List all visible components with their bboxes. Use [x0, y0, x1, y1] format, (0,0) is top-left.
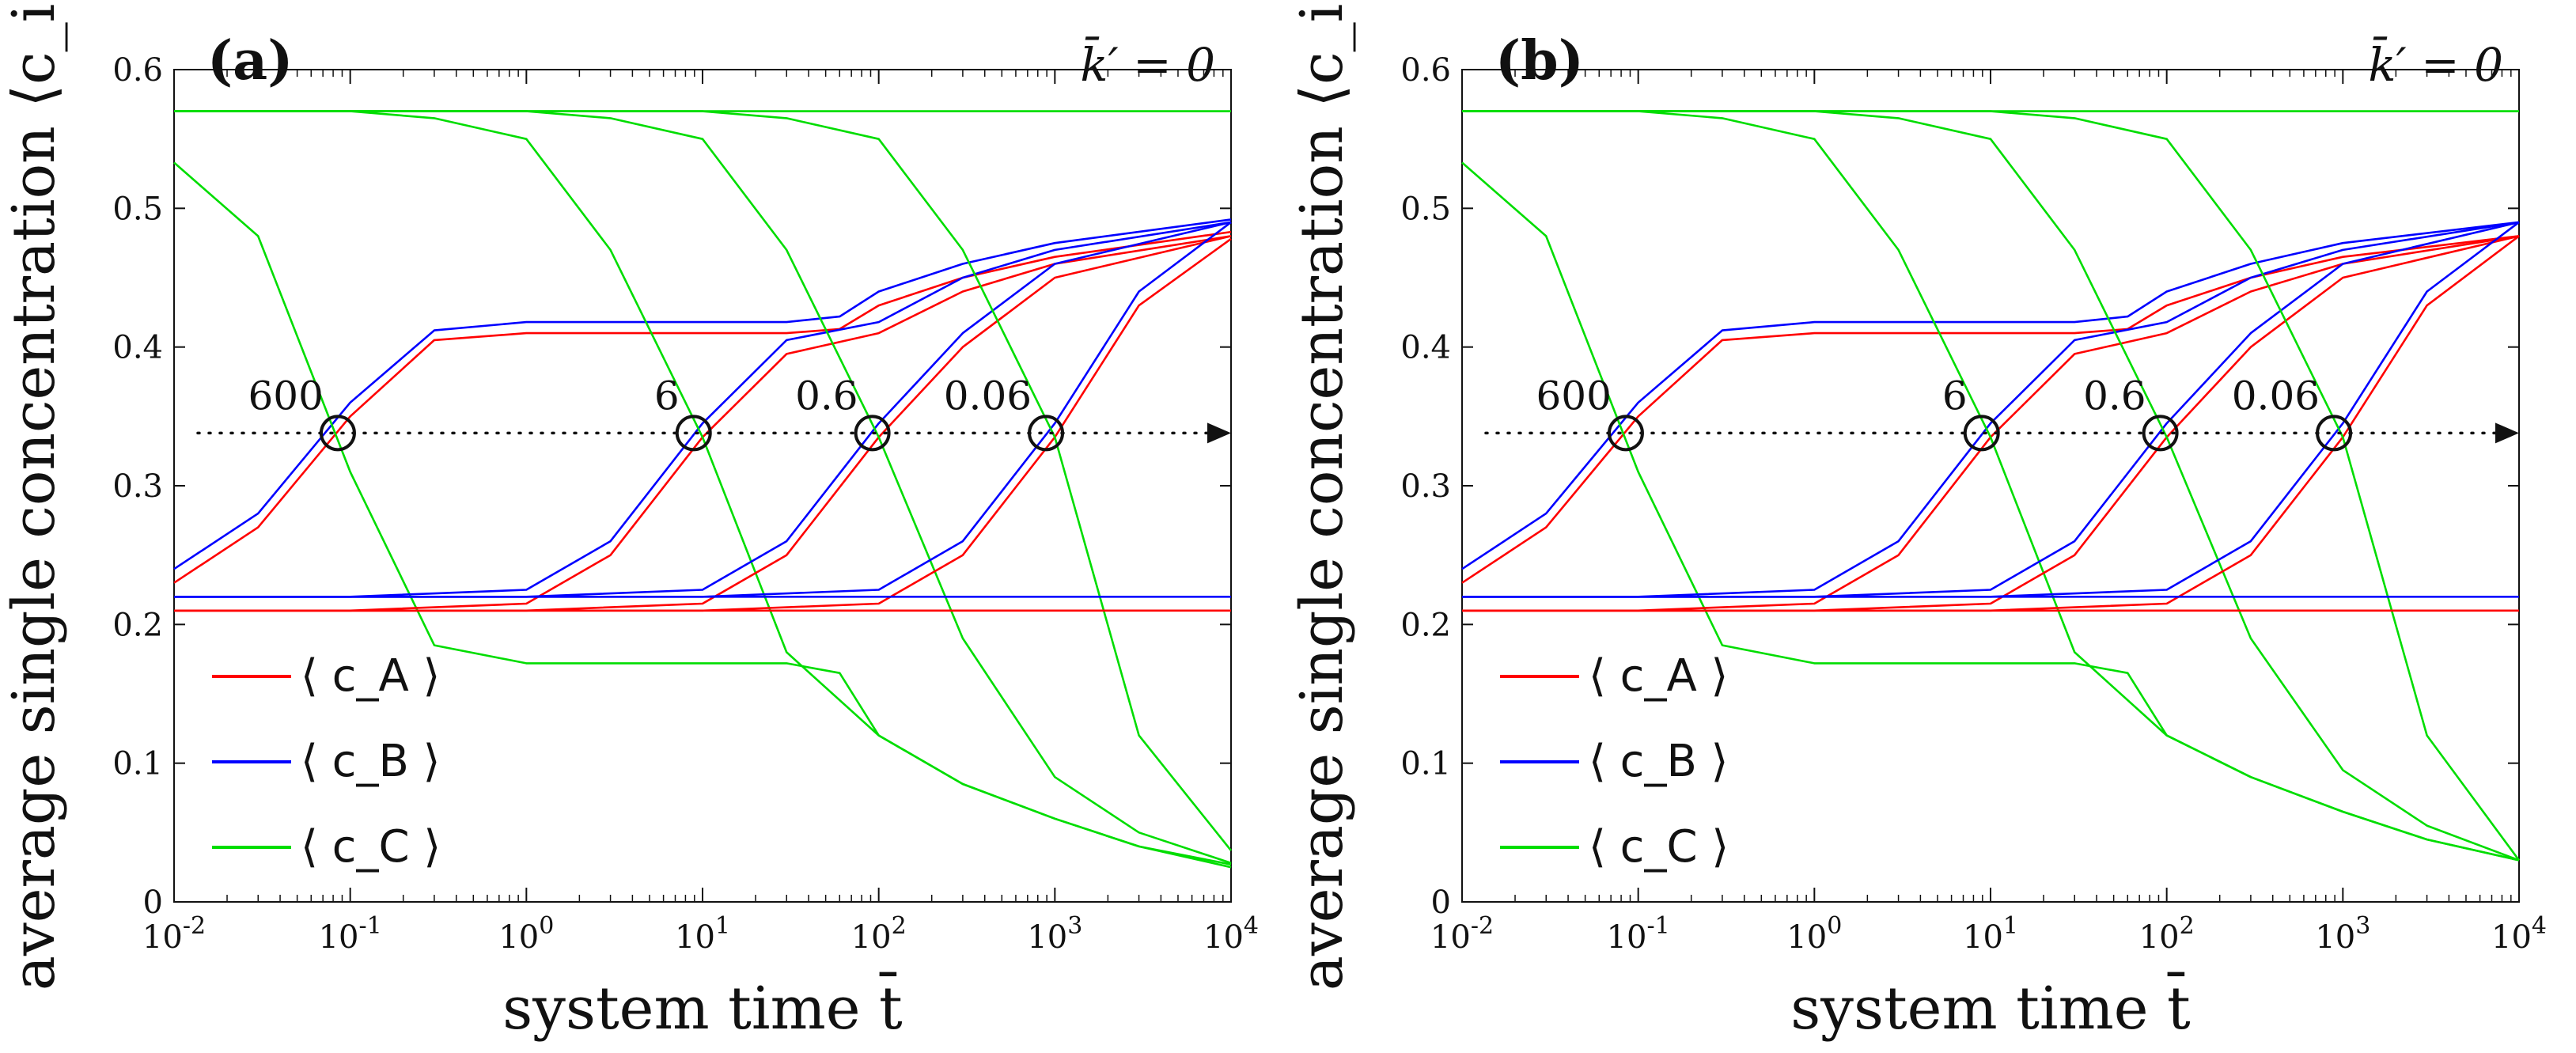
x-tick-label: 103 — [1027, 912, 1082, 956]
x-tick-label: 100 — [1786, 912, 1842, 956]
x-tick-label: 100 — [498, 912, 554, 956]
series-line-cc-run-0-6 — [174, 110, 1232, 865]
series-line-cc-run-6 — [174, 110, 1232, 866]
series-line-cb-run-0-6 — [174, 221, 1232, 598]
crossing-label: 0.6 — [795, 373, 858, 419]
crossing-label: 600 — [248, 373, 324, 419]
chart-a-svg: 0 0.1 0.2 0.3 0.4 0.5 0.6 10-2 10-1 100 101 102 103 1… — [0, 0, 1259, 1043]
series-line-ca-run-0-6 — [1462, 235, 2520, 612]
x-axis-title: system time t̄ — [1790, 972, 2191, 1043]
y-axis-title: average single concentration ⟨c_i⟩ — [0, 0, 68, 991]
crossing-label: 6 — [1942, 373, 1968, 419]
series-line-cb-run-600 — [1461, 221, 2520, 570]
series-line-cb-run-6 — [174, 221, 1232, 598]
chart-panel-b: 0 0.1 0.2 0.3 0.4 0.5 0.6 10-2 10-1 100 101 102 103 1… — [1288, 0, 2576, 1053]
series-line-cc-run-0-6 — [1462, 110, 2520, 862]
y-tick-label: 0 — [1431, 884, 1451, 921]
legend-label: ⟨ c_B ⟩ — [301, 736, 441, 787]
x-tick-label: 10-1 — [1607, 912, 1670, 956]
series-line-ca-run-600 — [173, 230, 1232, 584]
crossing-circle — [675, 415, 712, 452]
series-line-ca-run-0-6 — [174, 235, 1232, 612]
crossing-label: 600 — [1536, 373, 1612, 419]
panel-label: (b) — [1495, 29, 1584, 93]
y-tick-label: 0 — [143, 884, 163, 921]
x-tick-label: 10-2 — [142, 912, 206, 956]
k-bar-annotation: k̄′ = 0 — [1080, 36, 1215, 92]
x-tick-label: 10-1 — [319, 912, 382, 956]
panel-label: (a) — [207, 29, 293, 93]
crossing-label: 0.6 — [2083, 373, 2146, 419]
x-tick-label: 104 — [1203, 912, 1259, 956]
crossing-circle — [854, 415, 891, 452]
y-tick-label: 0.1 — [1400, 746, 1451, 782]
y-tick-label: 0.6 — [1400, 52, 1451, 89]
crossing-label: 0.06 — [944, 373, 1032, 419]
legend-label: ⟨ c_C ⟩ — [301, 821, 441, 873]
y-tick-label: 0.4 — [112, 330, 163, 366]
crossing-circle — [1607, 415, 1644, 452]
series-line-cc-run-6 — [1462, 110, 2520, 862]
legend-label: ⟨ c_C ⟩ — [1589, 821, 1729, 873]
series-line-cb-run-600 — [173, 218, 1232, 570]
x-tick-label: 102 — [2139, 912, 2195, 956]
arrow-head-icon — [1207, 422, 1231, 444]
arrow-head-icon — [2495, 422, 2519, 444]
y-tick-label: 0.2 — [112, 607, 163, 643]
k-bar-annotation: k̄′ = 0 — [2368, 36, 2503, 92]
chart-panel-a: 0 0.1 0.2 0.3 0.4 0.5 0.6 10-2 10-1 100 101 102 103 1… — [0, 0, 1259, 1043]
y-tick-label: 0.3 — [112, 468, 163, 505]
y-tick-label: 0.1 — [112, 746, 163, 782]
crossing-circle — [1028, 415, 1065, 452]
y-tick-label: 0.4 — [1400, 330, 1451, 366]
crossing-circle — [319, 415, 356, 452]
y-tick-label: 0.5 — [1400, 191, 1451, 227]
crossing-circle — [2316, 415, 2353, 452]
series-line-ca-run-6 — [174, 235, 1232, 612]
crossing-label: 0.06 — [2232, 373, 2320, 419]
y-tick-label: 0.2 — [1400, 607, 1451, 643]
series-line-cc-run-0-06 — [1462, 110, 2521, 862]
crossing-circle — [1963, 415, 2000, 452]
x-tick-label: 103 — [2315, 912, 2370, 956]
series-line-cb-run-0-6 — [1462, 221, 2520, 598]
x-tick-label: 101 — [675, 912, 730, 956]
y-axis-title: average single concentration ⟨c_i⟩ — [1288, 0, 1356, 991]
legend-label: ⟨ c_A ⟩ — [301, 650, 440, 702]
series-line-ca-run-6 — [1462, 235, 2520, 612]
x-tick-label: 102 — [851, 912, 907, 956]
x-tick-label: 101 — [1963, 912, 2018, 956]
y-tick-label: 0.3 — [1400, 468, 1451, 505]
y-tick-label: 0.5 — [112, 191, 163, 227]
x-axis-title: system time t̄ — [502, 972, 903, 1043]
chart-b-svg: 0 0.1 0.2 0.3 0.4 0.5 0.6 10-2 10-1 100 101 102 103 1… — [1288, 0, 2547, 1043]
legend-label: ⟨ c_B ⟩ — [1589, 736, 1729, 787]
legend-label: ⟨ c_A ⟩ — [1589, 650, 1728, 702]
crossing-circle — [2142, 415, 2179, 452]
x-tick-label: 10-2 — [1430, 912, 1494, 956]
series-line-cb-run-6 — [1462, 221, 2520, 598]
y-tick-label: 0.6 — [112, 52, 163, 89]
series-line-cc-run-0-06 — [174, 110, 1233, 851]
crossing-label: 6 — [654, 373, 680, 419]
x-tick-label: 104 — [2491, 912, 2547, 956]
